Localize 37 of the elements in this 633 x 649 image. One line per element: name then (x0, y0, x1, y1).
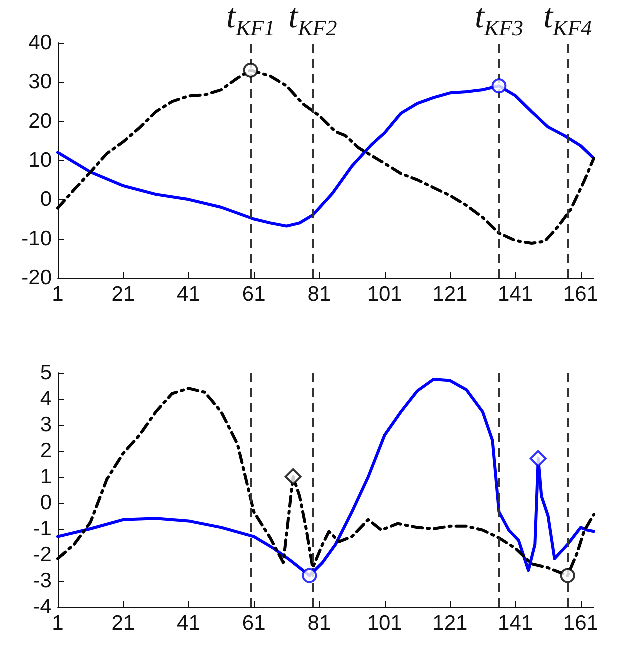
point (302, 568, 318, 584)
x-tick-label: 81 (308, 283, 332, 306)
y-tick-label: -1 (33, 518, 52, 540)
x-tick-label: 81 (308, 612, 332, 635)
x-tick-label: 141 (498, 283, 534, 306)
point (530, 450, 547, 468)
x-tick-label: 41 (177, 283, 200, 306)
x-tick-label: 21 (112, 612, 136, 635)
y-tick-label: 2 (40, 440, 52, 462)
x-tick-label: 61 (242, 612, 266, 635)
y-tick-label: -10 (22, 227, 52, 250)
y-tick-label: -2 (33, 544, 52, 566)
x-tick-label: 101 (367, 612, 402, 635)
x-tick-label: 161 (563, 283, 598, 306)
y-tick-label: 30 (28, 70, 52, 94)
x-tick-label: 61 (242, 283, 266, 306)
y-tick-label: 0 (40, 492, 52, 514)
y-tick-label: 4 (40, 388, 52, 410)
y-tick-label: 0 (40, 188, 52, 212)
point (284, 468, 302, 486)
x-tick-label: 101 (367, 283, 402, 306)
y-tick-label: -20 (22, 266, 52, 290)
y-tick-label: 10 (28, 149, 52, 172)
y-tick-label: 20 (28, 110, 52, 133)
x-tick-label: 121 (432, 283, 468, 306)
y-tick-label: -4 (33, 596, 52, 618)
x-tick-label: 161 (563, 612, 598, 635)
y-tick-label: 40 (28, 32, 52, 54)
x-tick-label: 141 (498, 612, 534, 635)
x-tick-label: 121 (432, 612, 468, 635)
y-tick-label: 3 (40, 414, 52, 436)
point (560, 568, 576, 584)
y-tick-label: -3 (33, 570, 52, 592)
x-tick-label: 21 (112, 283, 136, 306)
y-tick-label: 1 (40, 466, 52, 488)
x-tick-label: 41 (177, 612, 200, 635)
y-tick-label: 5 (40, 362, 52, 384)
